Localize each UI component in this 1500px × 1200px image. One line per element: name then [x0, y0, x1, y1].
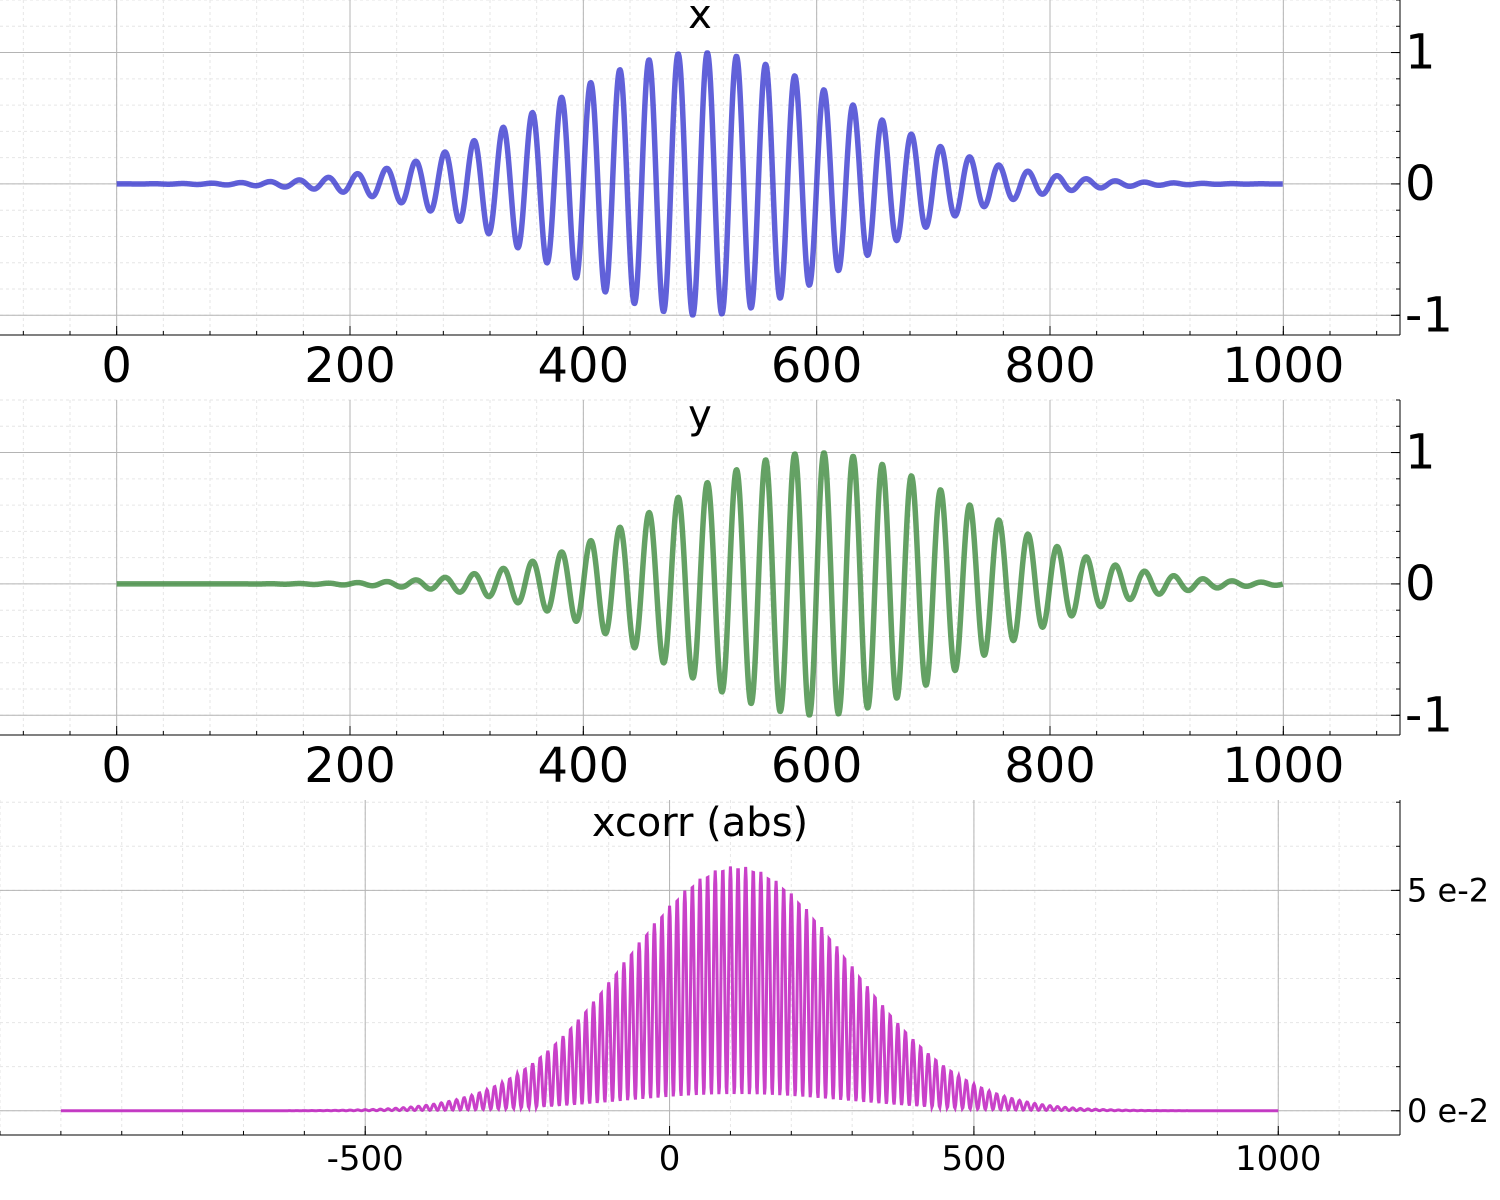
x-tick-label: 800 — [1004, 338, 1096, 394]
axes: -500 0 500 1000 5 e-2 0 e-2 — [0, 800, 1489, 1179]
chart-panel-y: 0 200 400 600 800 1000 -1 0 1 y — [0, 392, 1453, 794]
chart-title: x — [688, 0, 712, 38]
y-tick-label: -1 — [1405, 687, 1453, 743]
chart-panel-x: 0 200 400 600 800 1000 -1 0 1 x — [0, 0, 1453, 394]
series-line — [114, 50, 1285, 318]
chart-title: y — [688, 392, 712, 438]
x-tick-label: 0 — [101, 738, 132, 794]
y-tick-label: -1 — [1405, 287, 1453, 343]
x-tick-label: 500 — [941, 1139, 1006, 1179]
chart-panel-xcorr: -500 0 500 1000 5 e-2 0 e-2 xcorr (abs) — [0, 800, 1489, 1179]
x-tick-label: 600 — [771, 338, 863, 394]
chart-title: xcorr (abs) — [592, 800, 808, 846]
series-line — [114, 450, 1285, 718]
axes: 0 200 400 600 800 1000 -1 0 1 — [0, 399, 1453, 794]
series-layer — [114, 50, 1285, 318]
x-tick-label: 200 — [304, 338, 396, 394]
series-line — [60, 866, 1279, 1114]
x-tick-label: -500 — [327, 1139, 404, 1179]
y-tick-label: 0 e-2 — [1407, 1092, 1489, 1130]
x-tick-label: 400 — [538, 338, 630, 394]
x-tick-label: 1000 — [1235, 1139, 1322, 1179]
axes: 0 200 400 600 800 1000 -1 0 1 — [0, 0, 1453, 394]
x-tick-label: 600 — [771, 738, 863, 794]
x-tick-label: 200 — [304, 738, 396, 794]
y-tick-label: 0 — [1405, 156, 1436, 212]
x-tick-label: 1000 — [1222, 738, 1344, 794]
x-tick-label: 800 — [1004, 738, 1096, 794]
x-tick-label: 400 — [538, 738, 630, 794]
y-tick-label: 1 — [1405, 25, 1436, 81]
y-tick-label: 5 e-2 — [1407, 871, 1489, 909]
grid — [0, 800, 1401, 1135]
grid — [0, 399, 1400, 735]
x-tick-label: 0 — [101, 338, 132, 394]
series-layer — [60, 866, 1279, 1114]
x-tick-label: 0 — [659, 1139, 681, 1179]
y-tick-label: 0 — [1405, 556, 1436, 612]
y-tick-label: 1 — [1405, 425, 1436, 481]
series-layer — [114, 450, 1285, 718]
x-tick-label: 1000 — [1222, 338, 1344, 394]
